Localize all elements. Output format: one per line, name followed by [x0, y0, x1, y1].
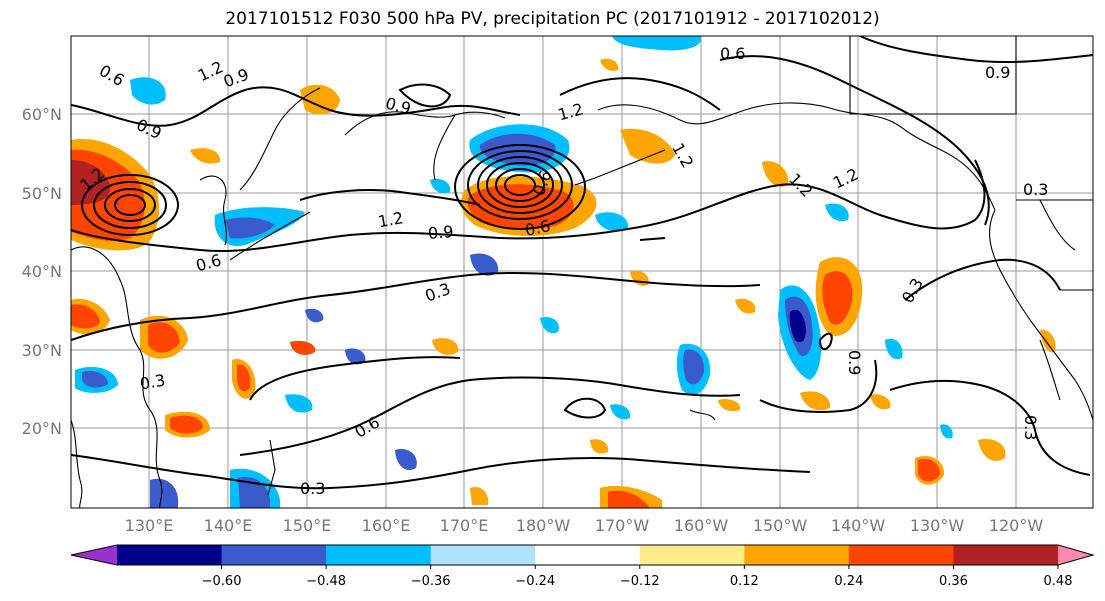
colorbar-extend-max — [1058, 545, 1093, 565]
map-title: 2017101512 F030 500 hPa PV, precipitatio… — [225, 9, 880, 29]
lon-label: 160°E — [362, 516, 411, 535]
colorbar-ticks: −0.60 −0.48 −0.36 −0.24 −0.12 0.12 0.24 0.36 0.4… — [202, 565, 1073, 589]
colorbar-tick-label: 0.48 — [1044, 574, 1073, 589]
lon-label: 170°W — [595, 516, 650, 535]
coastlines — [71, 36, 1093, 508]
colorbar-tick-label: 0.36 — [939, 574, 968, 589]
precip-shading — [71, 36, 1056, 508]
lon-label: 170°E — [440, 516, 489, 535]
contour-label: 1.2 — [376, 208, 404, 231]
contour-labels: 0.6 1.2 0.9 0.6 0.9 1.2 0.9 0.6 1.2 0.9 … — [76, 44, 1048, 498]
lon-label: 130°E — [125, 516, 174, 535]
lon-label: 140°W — [831, 516, 886, 535]
lon-label: 180°W — [516, 516, 571, 535]
colorbar-tick-label: −0.12 — [620, 574, 660, 589]
lon-label: 140°E — [204, 516, 253, 535]
colorbar-extend-min — [71, 545, 117, 565]
contour-label: 0.6 — [523, 216, 552, 240]
contour-label: 0.6 — [720, 44, 745, 63]
colorbar-segments — [71, 545, 1093, 565]
lon-label: 160°W — [674, 516, 729, 535]
colorbar: −0.60 −0.48 −0.36 −0.24 −0.12 0.12 0.24 0.36 0.4… — [70, 544, 1095, 589]
lat-label: 20°N — [22, 419, 62, 438]
lon-label: 150°E — [283, 516, 332, 535]
contour-label: 0.9 — [845, 350, 864, 375]
lon-label: 130°W — [910, 516, 965, 535]
colorbar-tick-label: −0.48 — [306, 574, 346, 589]
colorbar-segment — [848, 545, 954, 565]
colorbar-tick-label: −0.60 — [202, 574, 242, 589]
colorbar-tick-label: 0.24 — [834, 574, 863, 589]
contour-label: 0.3 — [1023, 180, 1048, 199]
colorbar-segment — [117, 545, 223, 565]
colorbar-segment — [639, 545, 745, 565]
lat-label: 30°N — [22, 341, 62, 360]
contour-label: 0.9 — [427, 222, 454, 243]
colorbar-segment — [430, 545, 536, 565]
colorbar-tick-label: 0.12 — [730, 574, 759, 589]
lat-label: 40°N — [22, 262, 62, 281]
pv-contours — [71, 36, 1093, 490]
colorbar-segment — [535, 545, 641, 565]
lon-axis: 130°E 140°E 150°E 160°E 170°E 180°W 170°… — [125, 516, 1044, 535]
lon-label: 150°W — [753, 516, 808, 535]
map-frame — [70, 35, 1094, 509]
contour-label: 0.3 — [300, 479, 325, 498]
contour-label: 0.3 — [138, 370, 166, 393]
lat-label: 60°N — [22, 105, 62, 124]
map-background — [71, 36, 1093, 508]
lat-label: 50°N — [22, 184, 62, 203]
contour-label: 0.9 — [985, 63, 1010, 82]
colorbar-tick-label: −0.24 — [515, 574, 555, 589]
contour-label: 0.3 — [1021, 415, 1040, 440]
colorbar-tick-label: −0.36 — [411, 574, 451, 589]
colorbar-segment — [744, 545, 850, 565]
colorbar-segment — [221, 545, 327, 565]
lat-axis: 60°N 50°N 40°N 30°N 20°N — [22, 105, 62, 438]
colorbar-segment — [953, 545, 1059, 565]
lon-label: 120°W — [989, 516, 1044, 535]
colorbar-segment — [326, 545, 432, 565]
colorbar-outline — [70, 544, 1095, 566]
